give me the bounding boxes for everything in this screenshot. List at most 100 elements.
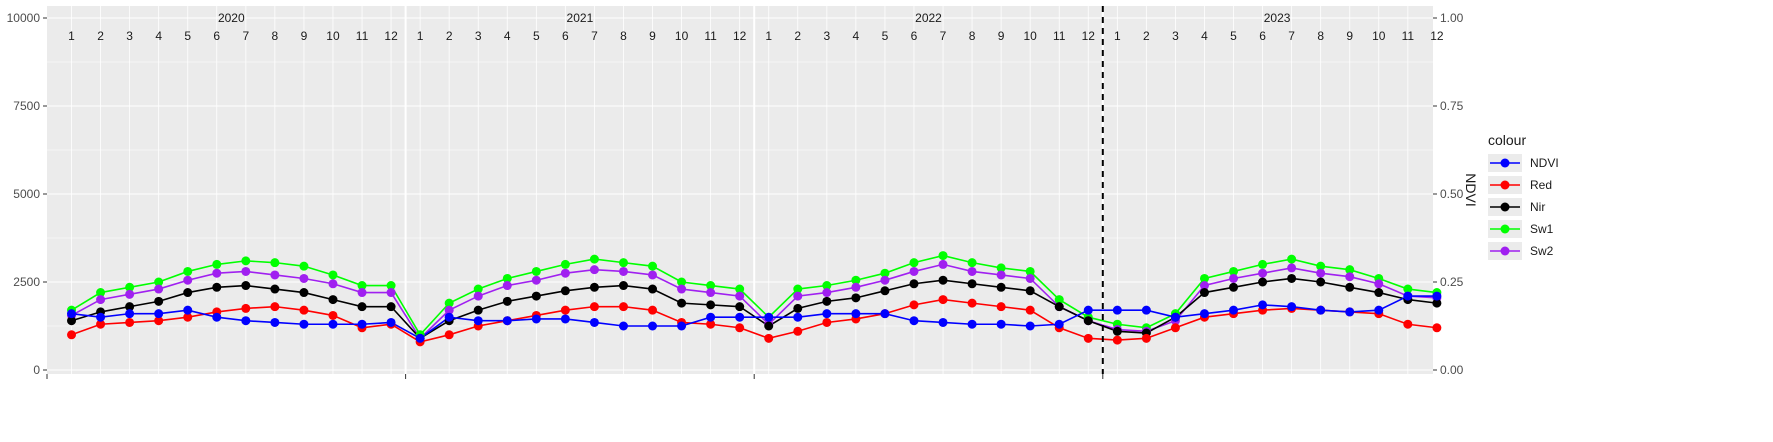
y2-tick-label: 0.25 — [1440, 275, 1464, 289]
point-nir — [386, 302, 396, 312]
point-nir — [1258, 277, 1268, 287]
point-sw1 — [328, 270, 338, 280]
point-sw1 — [880, 268, 890, 278]
point-red — [967, 298, 977, 308]
point-sw2 — [618, 266, 628, 276]
point-ndvi — [299, 319, 309, 329]
point-ndvi — [241, 316, 251, 326]
month-label: 5 — [1230, 29, 1237, 43]
point-ndvi — [1054, 319, 1064, 329]
point-sw1 — [996, 263, 1006, 273]
point-sw2 — [1345, 272, 1355, 282]
point-sw2 — [560, 268, 570, 278]
point-red — [996, 302, 1006, 312]
series-line-sw1 — [71, 254, 1437, 337]
month-label: 12 — [1082, 29, 1096, 43]
point-sw2 — [502, 281, 512, 291]
point-nir — [502, 296, 512, 306]
series-lines — [71, 254, 1437, 343]
month-label: 6 — [1259, 29, 1266, 43]
point-ndvi — [415, 333, 425, 343]
point-nir — [735, 302, 745, 312]
y-tick-label: 7500 — [13, 99, 40, 113]
month-label: 6 — [562, 29, 569, 43]
point-red — [793, 326, 803, 336]
point-red — [1403, 319, 1413, 329]
point-ndvi — [473, 316, 483, 326]
legend-key-point — [1500, 158, 1510, 168]
point-ndvi — [967, 319, 977, 329]
point-nir — [793, 303, 803, 313]
point-sw2 — [328, 279, 338, 289]
month-label: 7 — [242, 29, 249, 43]
point-ndvi — [589, 317, 599, 327]
y2-tick-label: 0.75 — [1440, 99, 1464, 113]
month-label: 10 — [326, 29, 340, 43]
point-ndvi — [1083, 305, 1093, 315]
legend-label-ndvi: NDVI — [1530, 156, 1559, 170]
point-sw2 — [1199, 281, 1209, 291]
point-nir — [67, 316, 77, 326]
point-nir — [1229, 282, 1239, 292]
point-ndvi — [1258, 300, 1268, 310]
point-ndvi — [96, 312, 106, 322]
point-ndvi — [1170, 312, 1180, 322]
y-tick-label: 10000 — [7, 11, 41, 25]
month-label: 11 — [1402, 29, 1415, 43]
month-label: 9 — [301, 29, 308, 43]
y-axis-left: 0 2500 5000 7500 10000 — [7, 11, 47, 377]
point-nir — [851, 293, 861, 303]
point-ndvi — [357, 319, 367, 329]
point-sw1 — [241, 256, 251, 266]
point-sw2 — [212, 268, 222, 278]
point-sw2 — [96, 295, 106, 305]
point-sw2 — [677, 284, 687, 294]
point-red — [822, 317, 832, 327]
point-nir — [1112, 326, 1122, 336]
legend-label-red: Red — [1530, 178, 1552, 192]
month-label: 10 — [675, 29, 689, 43]
month-label: 10 — [1372, 29, 1386, 43]
point-ndvi — [648, 321, 658, 331]
month-label: 5 — [882, 29, 889, 43]
point-sw2 — [909, 266, 919, 276]
point-sw1 — [618, 258, 628, 268]
point-red — [67, 330, 77, 340]
month-label: 4 — [1201, 29, 1208, 43]
point-sw2 — [822, 288, 832, 298]
legend-key-point — [1500, 246, 1510, 256]
point-red — [444, 330, 454, 340]
point-ndvi — [1025, 321, 1035, 331]
point-red — [183, 312, 193, 322]
point-sw1 — [125, 282, 135, 292]
point-nir — [154, 296, 164, 306]
point-sw1 — [444, 298, 454, 308]
point-nir — [531, 291, 541, 301]
y-tick-label: 2500 — [13, 275, 40, 289]
point-nir — [589, 282, 599, 292]
point-red — [125, 317, 135, 327]
point-sw1 — [938, 251, 948, 261]
point-nir — [125, 302, 135, 312]
point-red — [735, 323, 745, 333]
series-line-sw2 — [71, 263, 1437, 340]
month-label: 2 — [446, 29, 453, 43]
point-ndvi — [212, 312, 222, 322]
point-nir — [1345, 282, 1355, 292]
point-sw2 — [270, 270, 280, 280]
month-label: 8 — [969, 29, 976, 43]
point-nir — [183, 288, 193, 298]
month-label: 3 — [126, 29, 133, 43]
month-label: 9 — [1346, 29, 1353, 43]
point-nir — [1316, 277, 1326, 287]
point-sw1 — [793, 284, 803, 294]
point-red — [1432, 323, 1442, 333]
point-sw2 — [125, 289, 135, 299]
point-ndvi — [154, 309, 164, 319]
month-label: 1 — [417, 29, 424, 43]
point-ndvi — [735, 312, 745, 322]
point-ndvi — [618, 321, 628, 331]
point-ndvi — [67, 309, 77, 319]
